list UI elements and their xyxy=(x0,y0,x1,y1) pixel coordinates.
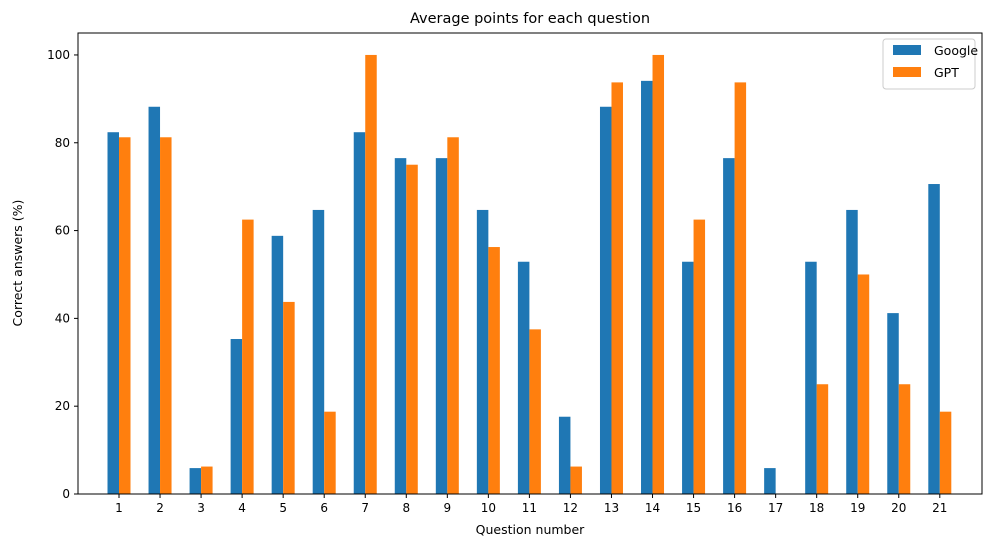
y-axis: 0 20 40 60 80 100 xyxy=(47,48,78,501)
bar-google-q5 xyxy=(271,235,284,494)
x-tick-label: 13 xyxy=(604,501,619,515)
bar-gpt-q2 xyxy=(160,137,172,494)
bar-google-q11 xyxy=(517,261,530,494)
plot-frame xyxy=(77,32,983,495)
x-tick-label: 16 xyxy=(727,501,742,515)
y-tick-label: 40 xyxy=(55,311,70,325)
x-tick-label: 3 xyxy=(197,501,205,515)
x-tick-label: 10 xyxy=(481,501,496,515)
bar-google-q19 xyxy=(846,209,858,494)
bar-google-q2 xyxy=(148,106,161,494)
x-tick-label: 17 xyxy=(768,501,783,515)
x-tick-label: 5 xyxy=(279,501,287,515)
bar-google-q20 xyxy=(887,313,899,494)
bar-google-q8 xyxy=(394,158,407,494)
x-tick-label: 19 xyxy=(850,501,865,515)
bar-google-q7 xyxy=(353,132,366,494)
x-tick-label: 7 xyxy=(361,501,369,515)
bar-google-q4 xyxy=(230,339,243,494)
legend-swatch-gpt xyxy=(893,67,921,77)
x-tick-label: 9 xyxy=(443,501,451,515)
legend-label-gpt: GPT xyxy=(934,65,959,80)
x-tick-label: 14 xyxy=(645,501,660,515)
x-axis-label: Question number xyxy=(476,522,586,537)
x-tick-label: 11 xyxy=(522,501,537,515)
bar-gpt-q7 xyxy=(365,54,377,494)
bar-gpt-q8 xyxy=(406,164,418,494)
x-tick-label: 2 xyxy=(156,501,164,515)
bar-gpt-q4 xyxy=(242,219,254,494)
bar-gpt-q9 xyxy=(447,137,459,494)
x-tick-label: 15 xyxy=(686,501,701,515)
y-tick-label: 60 xyxy=(55,224,70,238)
bar-google-q13 xyxy=(599,106,612,494)
bar-google-q9 xyxy=(435,158,448,494)
x-tick-label: 1 xyxy=(115,501,123,515)
x-tick-label: 20 xyxy=(891,501,906,515)
bar-google-q17 xyxy=(764,468,776,494)
legend: Google GPT xyxy=(882,38,978,90)
bar-google-q1 xyxy=(107,132,119,494)
bar-gpt-q16 xyxy=(734,82,747,494)
bar-google-q14 xyxy=(641,80,653,495)
bar-google-q12 xyxy=(558,416,571,494)
bar-gpt-q11 xyxy=(529,329,541,494)
legend-label-google: Google xyxy=(934,43,978,58)
bar-google-q21 xyxy=(928,184,940,494)
bar-gpt-q19 xyxy=(857,274,870,494)
x-tick-label: 21 xyxy=(932,501,947,515)
x-axis: 1 2 3 4 5 6 7 8 9 10 11 12 13 14 15 16 17 18 19 20 21 xyxy=(115,494,947,515)
bar-gpt-q20 xyxy=(898,384,911,494)
bar-gpt-q3 xyxy=(201,466,213,494)
x-tick-label: 18 xyxy=(809,501,824,515)
bar-gpt-q1 xyxy=(119,137,131,494)
bar-gpt-q18 xyxy=(816,384,829,494)
bar-gpt-q12 xyxy=(570,466,582,494)
bar-google-q10 xyxy=(476,209,489,494)
bar-gpt-q14 xyxy=(652,54,665,494)
y-axis-label: Correct answers (%) xyxy=(10,200,25,327)
x-tick-label: 12 xyxy=(563,501,578,515)
bar-gpt-q10 xyxy=(488,247,500,494)
bar-gpt-q6 xyxy=(324,411,336,494)
legend-swatch-google xyxy=(893,45,921,55)
y-tick-label: 0 xyxy=(62,487,70,501)
bar-google-q16 xyxy=(723,158,735,494)
bar-gpt-q21 xyxy=(939,411,952,494)
x-tick-label: 4 xyxy=(238,501,246,515)
bar-google-q15 xyxy=(682,261,694,494)
bar-gpt-q13 xyxy=(611,82,623,494)
y-tick-label: 100 xyxy=(47,48,70,62)
bar-google-q3 xyxy=(189,468,202,494)
bars-group xyxy=(107,54,952,495)
y-tick-label: 20 xyxy=(55,399,70,413)
bar-google-q18 xyxy=(805,261,817,494)
chart-title: Average points for each question xyxy=(410,11,650,27)
x-tick-label: 8 xyxy=(402,501,410,515)
bar-gpt-q5 xyxy=(283,301,295,494)
bar-google-q6 xyxy=(312,209,325,494)
y-tick-label: 80 xyxy=(55,136,70,150)
bar-gpt-q15 xyxy=(693,219,706,494)
x-tick-label: 6 xyxy=(320,501,328,515)
